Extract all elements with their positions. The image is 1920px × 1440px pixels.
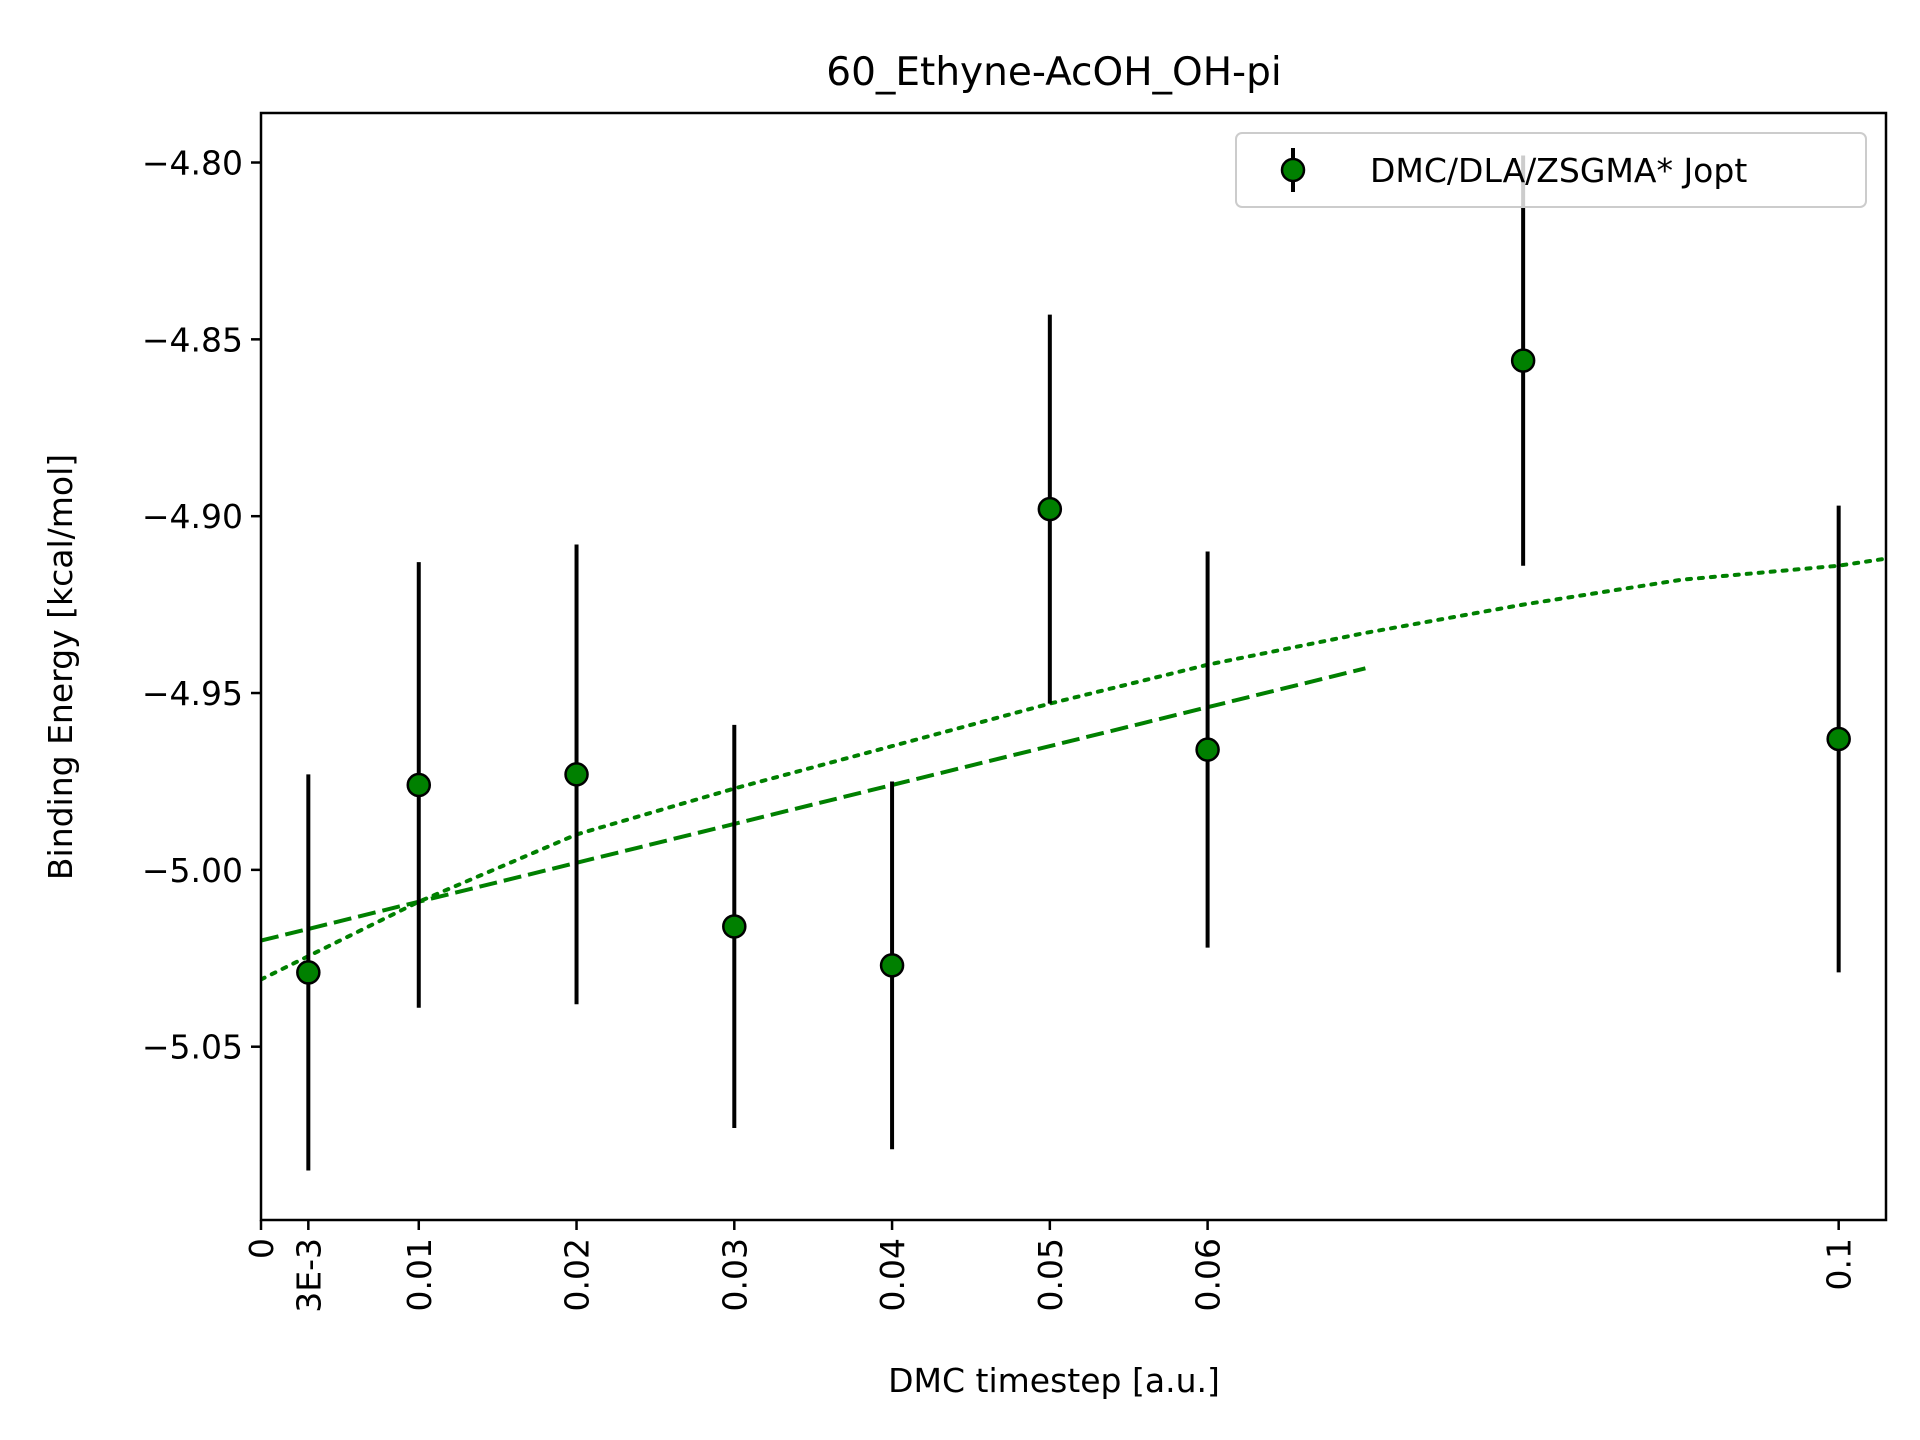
data-point [1195,737,1220,762]
data-point [1037,496,1063,522]
y-tick-label: −5.05 [142,1028,243,1067]
x-tick-label: 0.05 [1031,1238,1070,1311]
y-tick-label: −4.85 [142,320,243,359]
y-tick-label: −4.95 [142,674,243,713]
legend: DMC/DLA/ZSGMA* Jopt [1235,132,1867,208]
x-tick-label: 0.06 [1189,1238,1228,1311]
x-tick-label: 3E-3 [289,1238,328,1313]
fit-line-dashed [261,666,1366,943]
legend-label: DMC/DLA/ZSGMA* Jopt [1370,151,1747,190]
y-tick-label: −4.90 [142,497,243,536]
x-tick-label: 0.03 [715,1238,754,1311]
y-axis-ticks: −4.80 −4.85 −4.90 −4.95 −5.00 −5.05 [142,144,261,1067]
legend-marker-icon [1280,157,1306,183]
data-point [296,960,321,985]
x-tick-label: 0.1 [1820,1238,1859,1290]
axes-frame [259,111,1888,1222]
chart-title: 60_Ethyne-AcOH_OH-pi [826,50,1281,95]
x-tick-label: 0.04 [873,1238,912,1311]
x-tick-label: 0.01 [400,1238,439,1311]
data-point [1826,726,1851,752]
y-tick-label: −4.80 [142,144,243,183]
data-point [564,762,589,787]
x-tick-label: 0 [242,1238,281,1259]
data-point [879,953,905,978]
y-tick-label: −5.00 [142,851,243,890]
x-tick-label: 0.02 [558,1238,597,1311]
legend-frame [1235,132,1867,208]
data-point [406,772,432,798]
x-axis-ticks: 0 3E-3 0.01 0.02 0.03 0.04 0.05 0.06 0.1 [242,1220,1859,1313]
x-axis-label: DMC timestep [a.u.] [888,1361,1220,1400]
data-point [722,914,747,939]
y-axis-label: Binding Energy [kcal/mol] [41,454,80,880]
plot-area [261,155,1886,1171]
data-point [1510,348,1536,373]
